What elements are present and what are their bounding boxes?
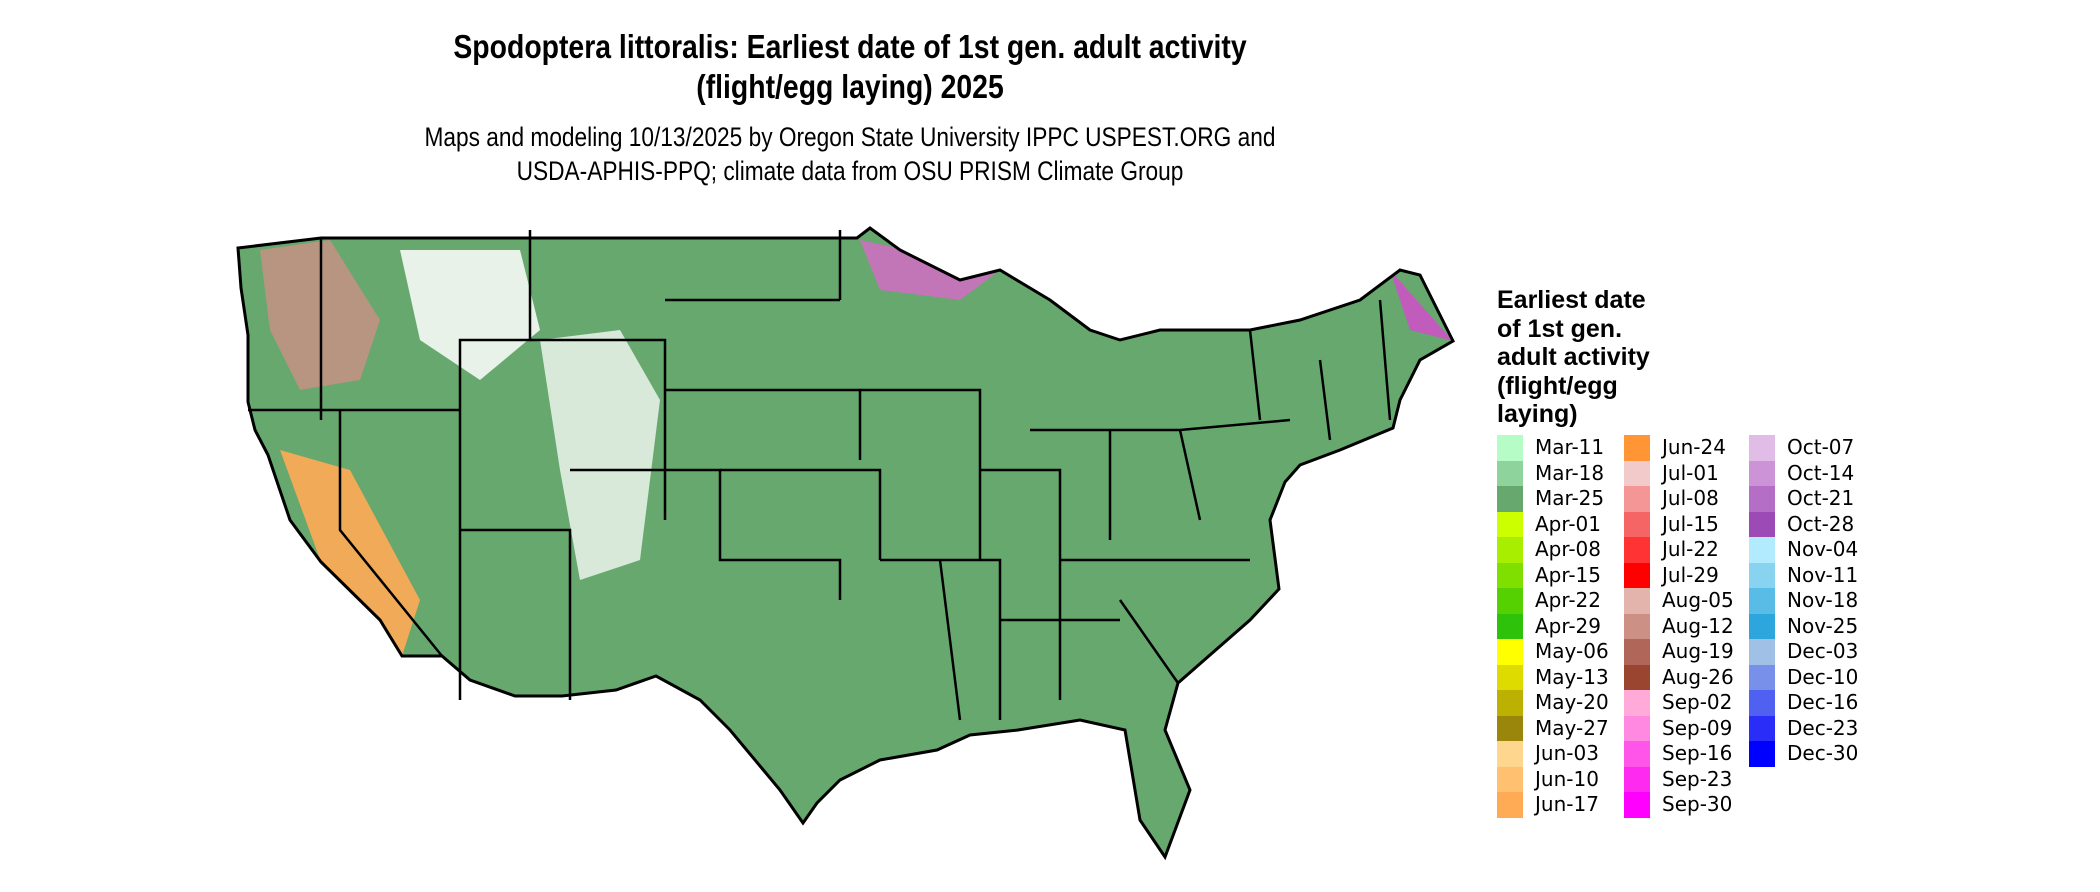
legend-label: Jul-01 (1662, 460, 1719, 485)
legend-label: Apr-22 (1535, 588, 1601, 612)
legend-swatch (1624, 639, 1650, 665)
map-subtitle-line-2: USDA-APHIS-PPQ; climate data from OSU PR… (516, 156, 1184, 186)
legend-swatch (1624, 741, 1650, 767)
legend-swatch (1497, 613, 1523, 639)
legend-label: Apr-08 (1535, 537, 1601, 561)
legend-label: Aug-26 (1662, 664, 1734, 689)
legend-label: Aug-05 (1662, 588, 1734, 612)
legend-label: Sep-16 (1662, 741, 1733, 765)
map-title-line-2: (flight/egg laying) 2025 (696, 68, 1004, 105)
legend-label: May-27 (1535, 715, 1609, 740)
legend-swatch (1497, 639, 1523, 665)
legend-label: Oct-07 (1787, 435, 1855, 459)
legend-label: Sep-23 (1662, 766, 1733, 791)
legend-label: Oct-14 (1787, 460, 1855, 485)
legend-swatch (1749, 562, 1775, 588)
legend-label: Sep-09 (1662, 715, 1733, 740)
legend-swatch (1624, 588, 1650, 614)
legend-label: Dec-16 (1787, 690, 1859, 714)
legend-label: Aug-12 (1662, 613, 1734, 638)
legend-label: Jul-29 (1662, 562, 1719, 587)
legend-label: Apr-29 (1535, 613, 1601, 638)
legend-swatch (1624, 690, 1650, 716)
legend-swatch (1624, 664, 1650, 690)
legend-swatch (1624, 460, 1650, 486)
legend-label: Dec-23 (1787, 715, 1859, 740)
activity-date-raster (238, 228, 1453, 857)
legend-swatch (1624, 715, 1650, 741)
legend-label: Jul-08 (1662, 486, 1719, 510)
legend-swatch (1749, 460, 1775, 486)
legend-label: Nov-11 (1787, 562, 1859, 587)
legend-swatch (1749, 690, 1775, 716)
legend-swatch (1497, 486, 1523, 512)
legend-swatch (1749, 486, 1775, 512)
legend-label: Aug-19 (1662, 639, 1734, 663)
legend-swatch (1749, 715, 1775, 741)
legend-title-line: of 1st gen. (1497, 314, 1623, 343)
legend-swatch (1749, 639, 1775, 665)
legend-label: Nov-18 (1787, 588, 1859, 612)
legend-swatch (1497, 562, 1523, 588)
legend-label: Jun-03 (1535, 741, 1599, 765)
legend-swatch (1624, 613, 1650, 639)
legend-label: Oct-28 (1787, 511, 1855, 536)
legend-swatch (1624, 537, 1650, 563)
legend-swatch (1749, 741, 1775, 767)
legend-label: Mar-25 (1535, 486, 1605, 510)
legend-swatch (1624, 792, 1650, 818)
legend-swatch (1624, 766, 1650, 792)
legend-swatch (1624, 486, 1650, 512)
legend-swatch (1749, 588, 1775, 614)
legend-title-line: adult activity (1497, 343, 1650, 371)
legend-swatch (1624, 511, 1650, 537)
legend-label: Mar-11 (1535, 435, 1605, 459)
legend-swatch (1497, 690, 1523, 716)
legend-swatch (1624, 562, 1650, 588)
legend-swatch (1497, 588, 1523, 614)
legend-title: Earliest date of 1st gen. adult activity… (1497, 286, 1697, 429)
legend-title-line: laying) (1497, 400, 1578, 428)
legend-swatch (1497, 664, 1523, 690)
legend-swatch (1497, 537, 1523, 563)
legend-swatch (1749, 664, 1775, 690)
legend-label: Jun-24 (1662, 435, 1726, 459)
legend-swatch (1497, 715, 1523, 741)
legend-label: May-20 (1535, 690, 1609, 714)
map-title-line-1: Spodoptera littoralis: Earliest date of … (453, 28, 1247, 65)
legend-label: Jul-15 (1662, 511, 1719, 536)
legend-label: Oct-21 (1787, 486, 1855, 510)
legend-label: Apr-15 (1535, 562, 1601, 587)
legend-swatch (1497, 460, 1523, 486)
legend-label: Jul-22 (1662, 537, 1719, 561)
legend-label: Nov-04 (1787, 537, 1859, 561)
map-subtitle-line-1: Maps and modeling 10/13/2025 by Oregon S… (424, 122, 1276, 152)
legend-label: Mar-18 (1535, 460, 1605, 485)
legend-swatch (1749, 511, 1775, 537)
legend-label: Sep-02 (1662, 690, 1733, 714)
legend-swatch (1497, 792, 1523, 818)
legend-label: Dec-03 (1787, 639, 1859, 663)
legend-label: Apr-01 (1535, 511, 1601, 536)
legend-swatch (1497, 435, 1523, 461)
legend-swatch (1497, 741, 1523, 767)
legend-label: Jun-10 (1535, 766, 1599, 791)
legend-label: Dec-10 (1787, 664, 1859, 689)
legend-swatch (1749, 537, 1775, 563)
legend-swatch (1749, 613, 1775, 639)
legend-label: Dec-30 (1787, 741, 1859, 765)
legend-title-line: (flight/egg (1497, 371, 1618, 400)
legend-label: May-13 (1535, 664, 1609, 689)
legend-swatch (1749, 435, 1775, 461)
legend-label: Jun-17 (1535, 792, 1599, 816)
state-borders (248, 230, 1392, 721)
legend-title-line: Earliest date (1497, 286, 1646, 314)
legend-label: Sep-30 (1662, 792, 1733, 816)
legend-label: Nov-25 (1787, 613, 1859, 638)
legend-swatch (1624, 435, 1650, 461)
us-map (236, 226, 1455, 859)
legend-swatch (1497, 511, 1523, 537)
legend-label: May-06 (1535, 639, 1609, 663)
legend-swatch (1497, 766, 1523, 792)
